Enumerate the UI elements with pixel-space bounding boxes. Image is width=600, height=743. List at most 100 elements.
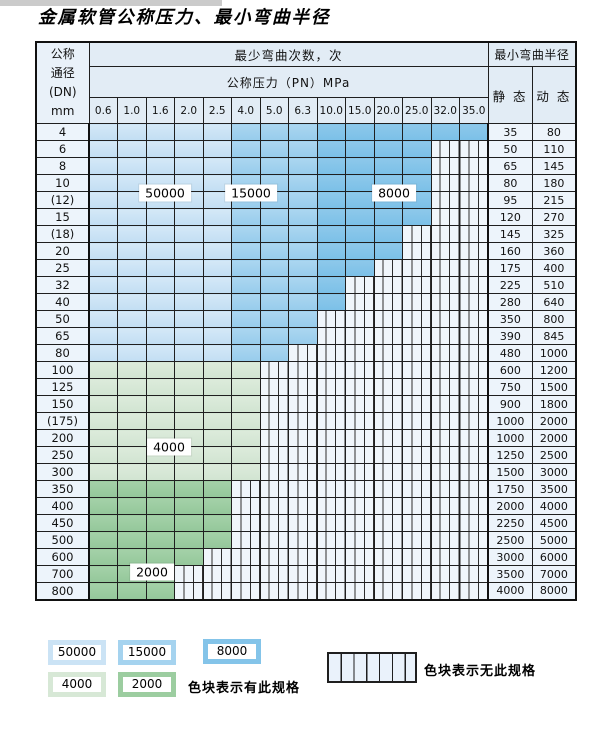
dynamic-column-header: 动 态 (531, 66, 577, 124)
spec-cell-no-spec (459, 395, 489, 413)
spec-cell-colored (231, 446, 261, 464)
dn-cell: 40 (35, 293, 90, 311)
dn-cell: 500 (35, 531, 90, 549)
spec-cell-no-spec (459, 259, 489, 277)
pressure-col-header: 1.6 (145, 97, 175, 124)
spec-cell-no-spec (345, 565, 375, 583)
dn-cell: 350 (35, 480, 90, 498)
spec-cell-no-spec (259, 565, 289, 583)
spec-cell-colored (145, 123, 175, 141)
dn-cell: 32 (35, 276, 90, 294)
spec-cell-no-spec (288, 395, 318, 413)
spec-cell-no-spec (288, 446, 318, 464)
legend-chip-8000: 8000 (203, 639, 261, 664)
spec-cell-colored (88, 293, 118, 311)
spec-cell-no-spec (373, 565, 403, 583)
spec-cell-no-spec (373, 582, 403, 600)
spec-cell-colored (259, 157, 289, 175)
top-strip (0, 0, 222, 6)
spec-cell-colored (88, 497, 118, 515)
table-row: 150 900 1800 (35, 395, 577, 413)
static-radius-cell: 175 (487, 259, 533, 277)
spec-cell-colored (88, 174, 118, 192)
spec-cell-no-spec (288, 463, 318, 481)
spec-table-wrap: 公称 通径 (DN) mm 最少弯曲次数，次 最小弯曲半径 公称压力（PN）MP… (35, 41, 578, 601)
table-row: (12) 95 215 (35, 191, 577, 209)
spec-cell-no-spec (430, 480, 460, 498)
dynamic-radius-cell: 325 (531, 225, 577, 243)
spec-cell-colored (174, 480, 204, 498)
spec-cell-colored (430, 123, 460, 141)
spec-cell-no-spec (373, 429, 403, 447)
static-radius-cell: 35 (487, 123, 533, 141)
spec-cell-no-spec (345, 344, 375, 362)
spec-cell-no-spec (288, 531, 318, 549)
spec-cell-no-spec (259, 531, 289, 549)
spec-cell-no-spec (459, 344, 489, 362)
dynamic-radius-cell: 5000 (531, 531, 577, 549)
dn-cell: 25 (35, 259, 90, 277)
spec-cell-colored (316, 191, 346, 209)
spec-cell-colored (202, 378, 232, 396)
spec-cell-no-spec (430, 361, 460, 379)
spec-cell-no-spec (316, 412, 346, 430)
spec-cell-colored (174, 463, 204, 481)
static-radius-cell: 2250 (487, 514, 533, 532)
spec-cell-colored (202, 327, 232, 345)
spec-cell-no-spec (316, 463, 346, 481)
spec-cell-colored (259, 310, 289, 328)
spec-cell-colored (145, 259, 175, 277)
pressure-col-header: 20.0 (373, 97, 403, 124)
table-body: 4 35 80 6 50 110 8 65 145 10 80 180 (12) 95 215 15 120 27… (35, 123, 577, 600)
table-row: 10 80 180 (35, 174, 577, 192)
spec-cell-colored (402, 208, 432, 226)
pressure-col-header: 6.3 (288, 97, 318, 124)
table-row: 125 750 1500 (35, 378, 577, 396)
spec-cell-colored (231, 276, 261, 294)
spec-cell-colored (145, 157, 175, 175)
dynamic-radius-cell: 4000 (531, 497, 577, 515)
spec-cell-colored (231, 174, 261, 192)
spec-cell-no-spec (316, 361, 346, 379)
spec-cell-colored (88, 429, 118, 447)
spec-cell-no-spec (288, 548, 318, 566)
spec-cell-colored (231, 463, 261, 481)
spec-cell-colored (88, 259, 118, 277)
spec-cell-no-spec (430, 548, 460, 566)
dynamic-radius-cell: 800 (531, 310, 577, 328)
corner-line-3: (DN) (48, 85, 77, 99)
spec-cell-no-spec (316, 480, 346, 498)
spec-cell-no-spec (402, 497, 432, 515)
dynamic-radius-cell: 845 (531, 327, 577, 345)
table-row: 8 65 145 (35, 157, 577, 175)
spec-cell-colored (202, 276, 232, 294)
spec-cell-colored (202, 242, 232, 260)
spec-cell-colored (145, 310, 175, 328)
dn-cell: 150 (35, 395, 90, 413)
spec-cell-colored (117, 395, 147, 413)
spec-cell-no-spec (430, 242, 460, 260)
spec-cell-no-spec (430, 497, 460, 515)
spec-cell-no-spec (231, 497, 261, 515)
bend-times-header: 最少弯曲次数，次 (88, 41, 489, 67)
dynamic-radius-cell: 6000 (531, 548, 577, 566)
spec-cell-no-spec (345, 310, 375, 328)
spec-cell-colored (145, 548, 175, 566)
dynamic-radius-cell: 3000 (531, 463, 577, 481)
spec-cell-colored (231, 310, 261, 328)
spec-cell-no-spec (430, 191, 460, 209)
spec-cell-colored (259, 140, 289, 158)
spec-cell-no-spec (288, 412, 318, 430)
spec-cell-colored (288, 259, 318, 277)
spec-cell-no-spec (202, 582, 232, 600)
spec-cell-no-spec (459, 191, 489, 209)
spec-cell-no-spec (288, 480, 318, 498)
spec-cell-no-spec (288, 514, 318, 532)
legend-chip-50000: 50000 (48, 640, 106, 665)
spec-cell-colored (174, 327, 204, 345)
dn-cell: 10 (35, 174, 90, 192)
pressure-col-header: 35.0 (459, 97, 489, 124)
spec-cell-no-spec (430, 276, 460, 294)
spec-cell-colored (117, 208, 147, 226)
spec-cell-no-spec (373, 412, 403, 430)
